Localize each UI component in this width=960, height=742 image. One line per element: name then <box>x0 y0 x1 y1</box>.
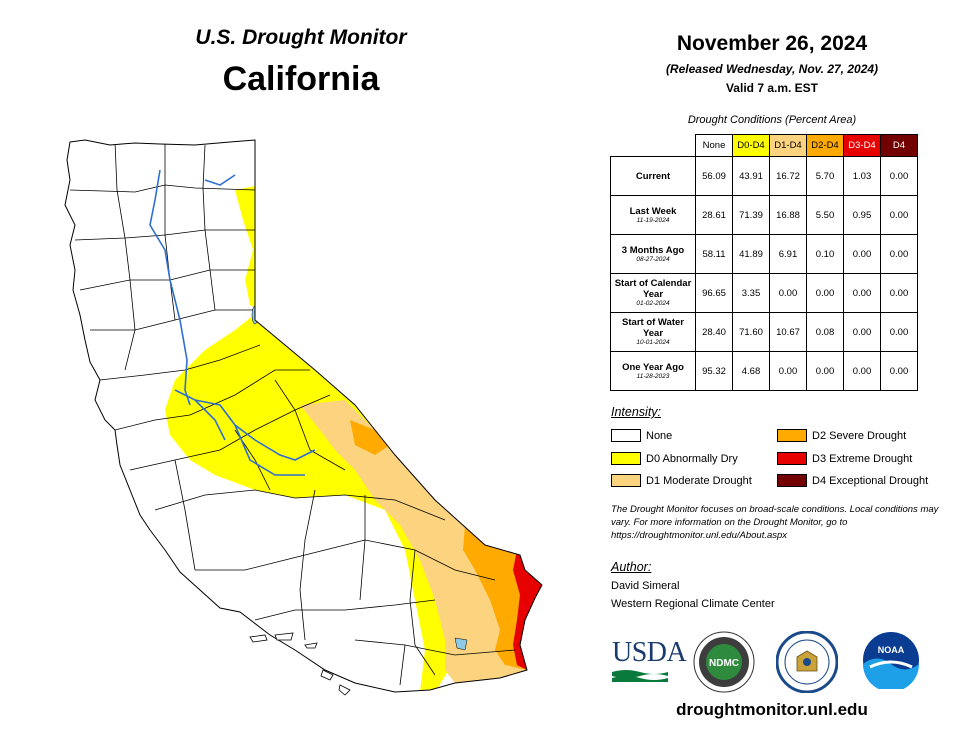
cell: 71.60 <box>732 312 770 352</box>
cell: 0.00 <box>843 312 881 352</box>
row-label: Last Week 11-19-2024 <box>610 195 696 235</box>
cell: 71.39 <box>732 195 770 235</box>
cell: 0.00 <box>769 273 807 313</box>
cell: 0.08 <box>806 312 844 352</box>
cell: 10.67 <box>769 312 807 352</box>
svg-text:NDMC: NDMC <box>709 658 739 669</box>
col-header-d1-d4: D1-D4 <box>769 134 807 157</box>
cell: 0.10 <box>806 234 844 274</box>
cell: 96.65 <box>695 273 733 313</box>
cell: 0.00 <box>880 156 918 196</box>
col-header-d2-d4: D2-D4 <box>806 134 844 157</box>
cell: 1.03 <box>843 156 881 196</box>
cell: 95.32 <box>695 351 733 391</box>
map-subtitle: U.S. Drought Monitor <box>195 26 407 49</box>
cell: 4.68 <box>732 351 770 391</box>
legend-swatch <box>611 474 641 487</box>
cell: 0.00 <box>769 351 807 391</box>
cell: 5.50 <box>806 195 844 235</box>
cell: 0.95 <box>843 195 881 235</box>
row-label: Start of Water Year 10-01-2024 <box>610 312 696 352</box>
cell: 0.00 <box>880 312 918 352</box>
usda-logo: USDA <box>612 637 687 668</box>
legend-swatch <box>611 452 641 465</box>
col-header-d0-d4: D0-D4 <box>732 134 770 157</box>
california-drought-map <box>64 139 543 696</box>
legend-swatch <box>611 429 641 442</box>
legend-swatch <box>777 452 807 465</box>
table-row: Start of Water Year 10-01-2024 28.40 71.6… <box>610 312 918 352</box>
cell: 28.40 <box>695 312 733 352</box>
row-label: One Year Ago 11-28-2023 <box>610 351 696 391</box>
table-corner <box>611 135 696 157</box>
legend-item-d2: D2 Severe Drought <box>777 429 906 442</box>
table-row: Start of Calendar Year 01-02-2024 96.65 3… <box>610 273 918 313</box>
legend-swatch <box>777 429 807 442</box>
ndmc-logo: NDMC <box>693 631 755 693</box>
table-row: 3 Months Ago 08-27-2024 58.11 41.89 6.91 … <box>610 234 918 274</box>
cell: 0.00 <box>880 351 918 391</box>
usda-logo-waves <box>612 670 668 682</box>
cell: 43.91 <box>732 156 770 196</box>
valid-time: Valid 7 a.m. EST <box>725 81 819 95</box>
cell: 0.00 <box>806 273 844 313</box>
col-header-d4: D4 <box>880 134 918 157</box>
cell: 28.61 <box>695 195 733 235</box>
table-row: One Year Ago 11-28-2023 95.32 4.68 0.00 0… <box>610 351 918 391</box>
drought-conditions-table: None D0-D4 D1-D4 D2-D4 D3-D4 D4 Current … <box>610 134 918 391</box>
cell: 0.00 <box>843 351 881 391</box>
col-header-none: None <box>695 134 733 157</box>
cell: 6.91 <box>769 234 807 274</box>
cell: 56.09 <box>695 156 733 196</box>
legend-item-d0: D0 Abnormally Dry <box>611 452 738 465</box>
release-note: (Released Wednesday, Nov. 27, 2024) <box>665 62 879 76</box>
col-header-d3-d4: D3-D4 <box>843 134 881 157</box>
legend-item-none: None <box>611 429 672 442</box>
cell: 16.72 <box>769 156 807 196</box>
row-label: Start of Calendar Year 01-02-2024 <box>610 273 696 313</box>
cell: 58.11 <box>695 234 733 274</box>
cell: 3.35 <box>732 273 770 313</box>
svg-text:NOAA: NOAA <box>878 645 905 655</box>
author-label: Author: <box>611 560 652 574</box>
legend-swatch <box>777 474 807 487</box>
noaa-logo: NOAA <box>863 632 919 689</box>
cell: 5.70 <box>806 156 844 196</box>
table-row: Current 56.09 43.91 16.72 5.70 1.03 0.00 <box>610 156 918 196</box>
row-label: 3 Months Ago 08-27-2024 <box>610 234 696 274</box>
map-title: California <box>222 60 380 98</box>
cell: 0.00 <box>880 273 918 313</box>
map-date: November 26, 2024 <box>676 32 868 55</box>
legend-item-d4: D4 Exceptional Drought <box>777 474 928 487</box>
doc-seal-logo <box>776 631 838 693</box>
intensity-legend-title: Intensity: <box>611 405 662 419</box>
cell: 41.89 <box>732 234 770 274</box>
author-name: David Simeral <box>611 580 680 592</box>
legend-item-d3: D3 Extreme Drought <box>777 452 912 465</box>
cell: 0.00 <box>880 234 918 274</box>
cell: 0.00 <box>843 234 881 274</box>
cell: 0.00 <box>880 195 918 235</box>
table-caption: Drought Conditions (Percent Area) <box>687 114 857 126</box>
cell: 0.00 <box>806 351 844 391</box>
author-org: Western Regional Climate Center <box>611 598 775 610</box>
row-label: Current <box>610 156 696 196</box>
cell: 16.88 <box>769 195 807 235</box>
legend-item-d1: D1 Moderate Drought <box>611 474 752 487</box>
footer-url[interactable]: droughtmonitor.unl.edu <box>676 700 868 719</box>
cell: 0.00 <box>843 273 881 313</box>
table-row: Last Week 11-19-2024 28.61 71.39 16.88 5.… <box>610 195 918 235</box>
disclaimer-note: The Drought Monitor focuses on broad-sca… <box>611 504 939 541</box>
